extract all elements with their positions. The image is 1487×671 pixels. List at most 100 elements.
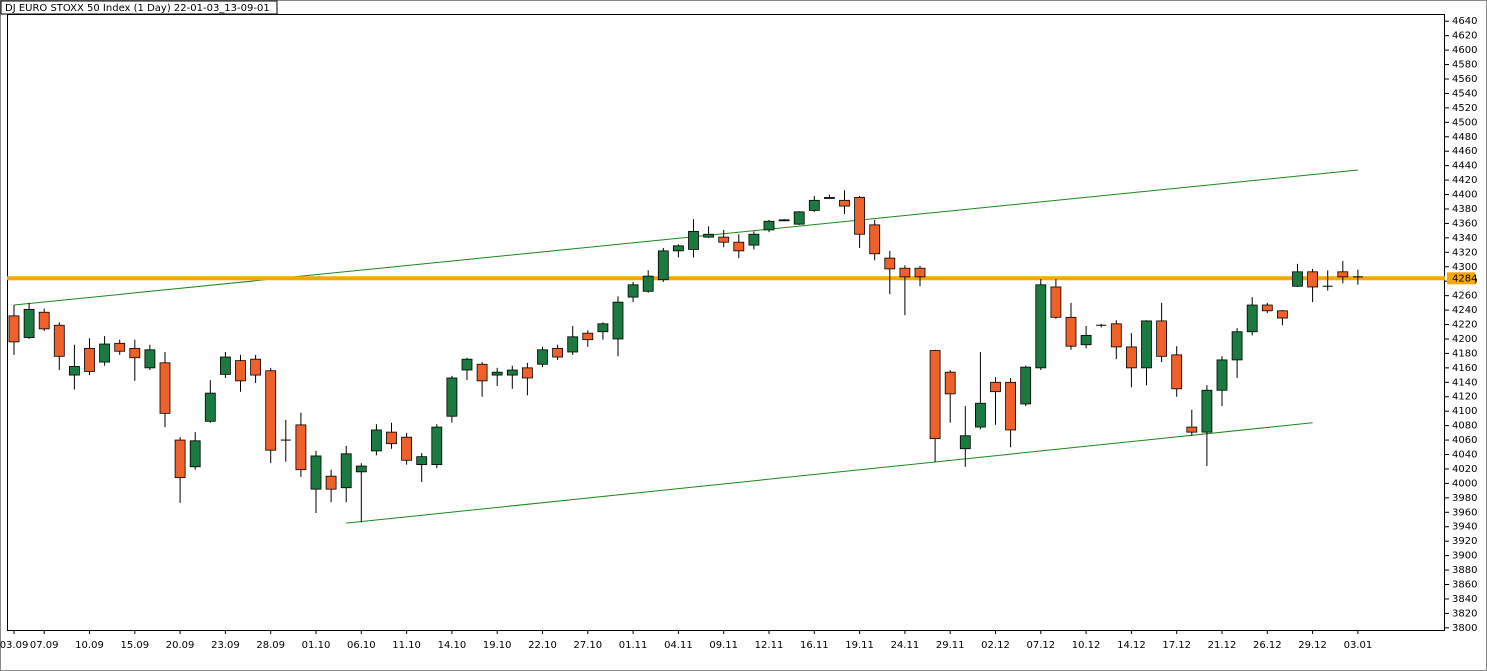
candle-body — [84, 347, 95, 372]
trend-line — [13, 169, 1358, 306]
chart-title: DJ EURO STOXX 50 Index (1 Day) 22-01-03_… — [5, 3, 270, 14]
y-tick-label: 4560 — [1452, 74, 1477, 85]
candle-body — [144, 349, 156, 369]
candle-body — [567, 336, 579, 353]
candle-body — [914, 267, 926, 278]
candle-body — [612, 301, 624, 340]
candle-body — [53, 324, 65, 357]
candle-body — [975, 402, 986, 428]
candle-body — [491, 371, 503, 376]
x-tick-label: 01.11 — [619, 640, 648, 651]
y-tick-label: 3980 — [1452, 493, 1477, 504]
y-tick-label: 4420 — [1452, 175, 1477, 186]
candle-body — [597, 323, 609, 333]
x-tick-label: 10.12 — [1072, 640, 1101, 651]
x-tick-label: 03.09 — [0, 640, 28, 651]
candle-body — [884, 257, 896, 270]
y-tick-label: 4020 — [1452, 464, 1477, 475]
x-tick-label: 16.11 — [800, 640, 829, 651]
candle-body — [1110, 323, 1122, 348]
candle-body — [990, 381, 1001, 393]
y-tick-label: 4540 — [1452, 88, 1477, 99]
candle-body — [1141, 320, 1152, 369]
y-tick-label: 3840 — [1452, 594, 1477, 605]
x-tick-label: 12.11 — [755, 640, 784, 651]
y-tick-label: 4180 — [1452, 348, 1477, 359]
y-tick-label: 3920 — [1452, 536, 1477, 547]
candle-body — [401, 436, 413, 461]
candle-body — [506, 369, 518, 376]
x-tick-label: 04.11 — [664, 640, 693, 651]
x-tick-label: 09.11 — [709, 640, 738, 651]
hline-label-bg — [1447, 272, 1475, 285]
x-tick-label: 07.09 — [30, 640, 59, 651]
candle-body — [265, 370, 277, 451]
candle-body — [854, 197, 865, 235]
x-tick-label: 21.12 — [1208, 640, 1237, 651]
x-tick-label: 29.11 — [936, 640, 965, 651]
y-tick-label: 4620 — [1452, 31, 1477, 42]
y-tick-label: 4120 — [1452, 392, 1477, 403]
candle-body — [733, 241, 745, 252]
x-tick-label: 29.12 — [1298, 640, 1327, 651]
candle-body — [1050, 286, 1062, 318]
x-tick-label: 14.10 — [438, 640, 467, 651]
candle-body — [431, 426, 443, 466]
candle-body — [295, 424, 307, 471]
candle-body — [1080, 334, 1092, 346]
y-tick-label: 4360 — [1452, 218, 1477, 229]
y-tick-label: 3880 — [1452, 565, 1477, 576]
x-tick-label: 15.09 — [120, 640, 149, 651]
candle-body — [688, 230, 699, 250]
candle-body — [959, 435, 971, 450]
y-tick-label: 4640 — [1452, 16, 1477, 27]
candle-body — [370, 429, 382, 452]
x-tick-label: 24.11 — [891, 640, 920, 651]
y-tick-label: 3960 — [1452, 507, 1477, 518]
title-box — [0, 0, 278, 15]
candle-body — [1216, 359, 1228, 391]
x-tick-label: 22.10 — [528, 640, 557, 651]
candle-body — [718, 236, 730, 243]
x-tick-label: 19.11 — [845, 640, 874, 651]
candle-body — [23, 308, 35, 338]
y-tick-label: 3860 — [1452, 580, 1477, 591]
candle-body — [824, 197, 835, 199]
candle-body — [476, 363, 488, 382]
y-tick-label: 4600 — [1452, 45, 1477, 56]
x-tick-label: 14.12 — [1117, 640, 1146, 651]
candle-body — [657, 250, 669, 281]
y-tick-label: 4500 — [1452, 117, 1477, 128]
y-tick-label: 4220 — [1452, 320, 1477, 331]
candle-body — [869, 224, 881, 255]
y-tick-label: 4240 — [1452, 305, 1477, 316]
candle-body — [522, 367, 533, 379]
candle-body — [446, 377, 458, 417]
y-tick-label: 4160 — [1452, 363, 1477, 374]
candle-body — [114, 342, 126, 352]
y-tick-label: 4060 — [1452, 435, 1477, 446]
y-tick-label: 3940 — [1452, 522, 1477, 533]
candle-body — [174, 439, 186, 479]
y-tick-label: 4320 — [1452, 247, 1477, 258]
x-tick-label: 03.01 — [1344, 640, 1373, 651]
candle-body — [673, 245, 684, 252]
y-tick-label: 4460 — [1452, 146, 1477, 157]
trend-line — [346, 422, 1313, 524]
candle-body — [1292, 271, 1303, 287]
candle-body — [839, 199, 850, 207]
candle-body — [416, 456, 428, 466]
hline-label: 4284 — [1452, 273, 1477, 284]
candle-body — [1156, 320, 1167, 357]
y-tick-label: 3820 — [1452, 608, 1477, 619]
candle-body — [8, 315, 20, 343]
candle-body — [1171, 354, 1183, 390]
candle-body — [99, 343, 110, 363]
candle-body — [1065, 316, 1077, 347]
candle-body — [582, 332, 594, 341]
candle-body — [1261, 304, 1273, 312]
candle-body — [1307, 271, 1318, 288]
candle-body — [38, 311, 50, 330]
candle-body — [1277, 310, 1288, 319]
y-tick-label: 4380 — [1452, 204, 1477, 215]
